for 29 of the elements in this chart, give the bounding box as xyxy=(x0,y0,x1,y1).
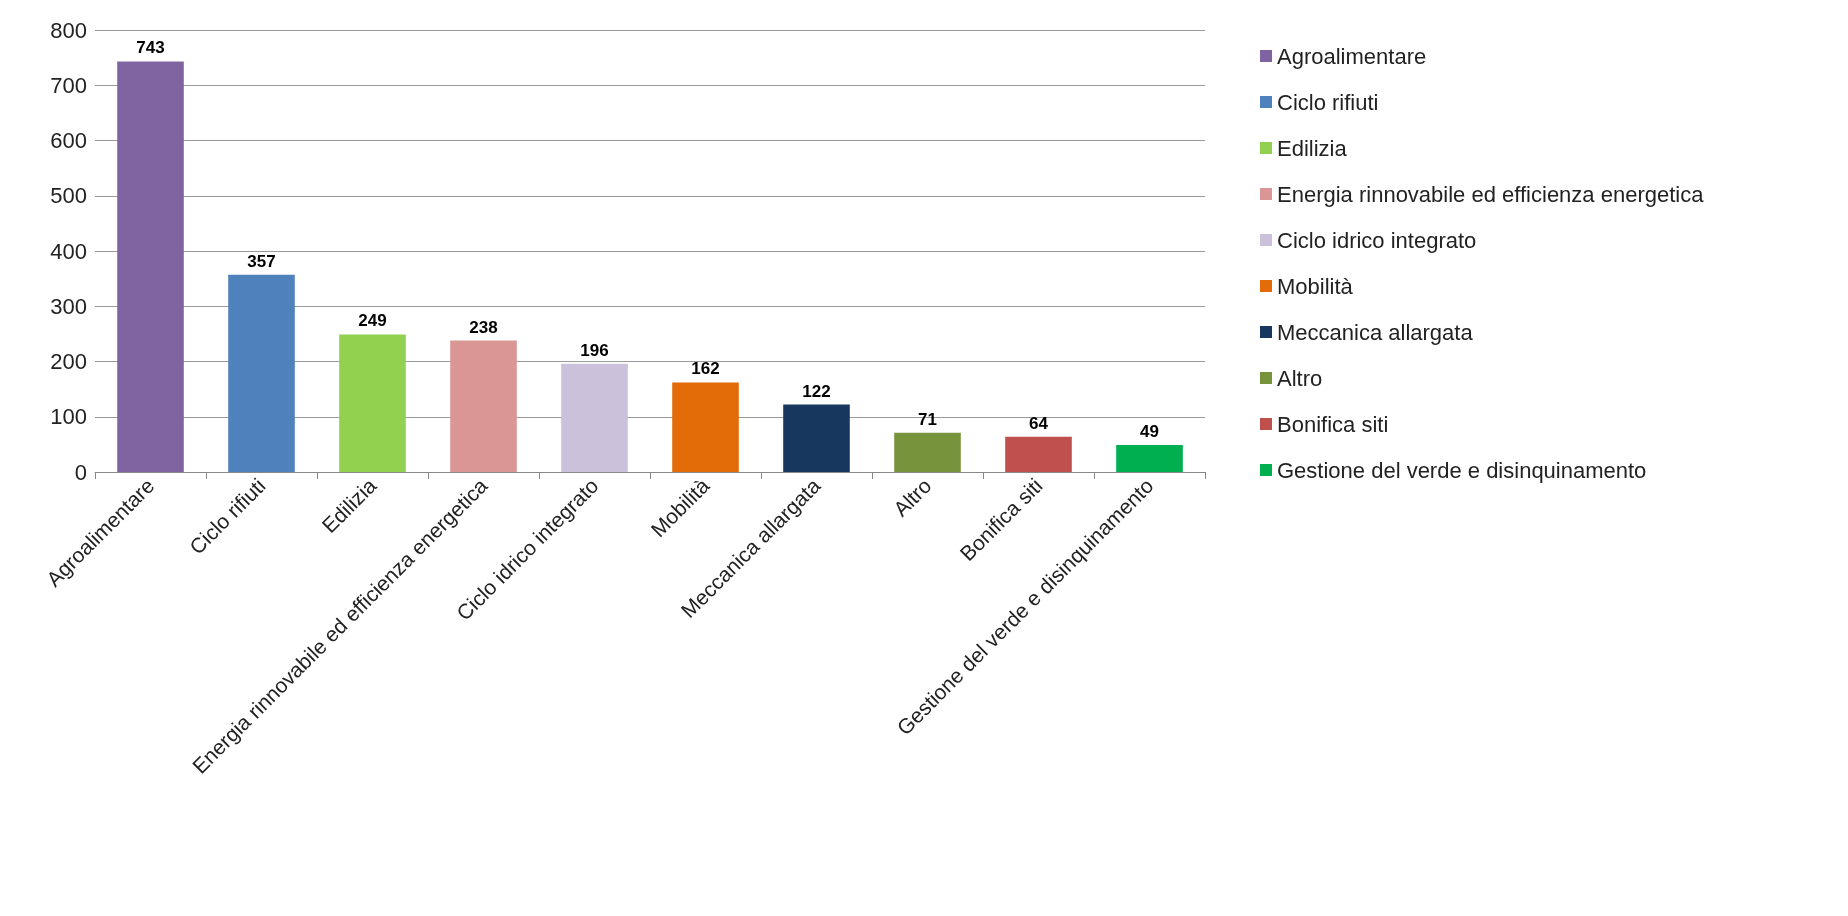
data-label: 249 xyxy=(358,311,387,331)
y-tick-label: 600 xyxy=(50,128,87,153)
y-tick-label: 300 xyxy=(50,293,87,319)
data-label: 162 xyxy=(691,359,720,379)
data-label: 743 xyxy=(136,38,165,58)
y-tick-label: 700 xyxy=(50,72,87,98)
y-tick-label: 500 xyxy=(50,183,87,209)
y-tick-label: 400 xyxy=(50,238,87,264)
legend-label: Edilizia xyxy=(1277,135,1348,161)
legend-label: Bonifica siti xyxy=(1277,411,1389,437)
data-label: 122 xyxy=(802,381,831,401)
legend-label: Meccanica allargata xyxy=(1277,319,1474,345)
data-label: 357 xyxy=(247,251,276,271)
legend-label: Energia rinnovabile ed efficienza energetica xyxy=(1277,181,1705,207)
legend-label: Mobilità xyxy=(1277,273,1354,299)
legend-label: Gestione del verde e disinquinamento xyxy=(1277,457,1647,483)
data-label: 196 xyxy=(580,340,609,360)
legend-label: Ciclo idrico integrato xyxy=(1277,227,1477,253)
data-label: 49 xyxy=(1140,421,1159,441)
y-tick-label: 0 xyxy=(74,459,87,485)
legend-label: Agroalimentare xyxy=(1277,43,1427,69)
data-label: 64 xyxy=(1029,413,1049,433)
data-label: 71 xyxy=(918,409,937,429)
y-tick-label: 200 xyxy=(50,349,87,374)
data-label: 238 xyxy=(469,317,498,337)
y-tick-label: 100 xyxy=(50,404,87,430)
legend-label: Ciclo rifiuti xyxy=(1277,89,1379,115)
legend-label: Altro xyxy=(1277,365,1323,391)
y-tick-label: 800 xyxy=(50,17,87,43)
